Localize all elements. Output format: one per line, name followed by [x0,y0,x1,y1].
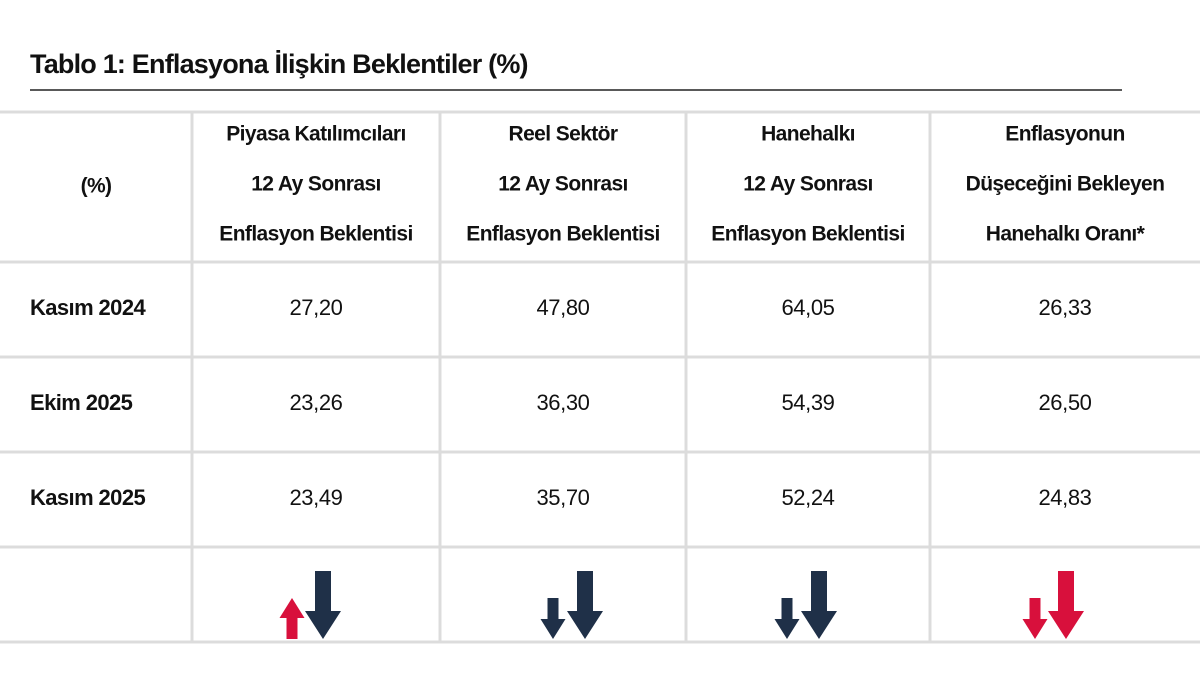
arrow-icon [305,571,341,639]
arrow-icon [540,598,566,639]
row-label: Kasım 2024 [30,295,146,320]
cell-value: 36,30 [536,390,589,415]
column-header: Hanehalkı Oranı* [986,223,1146,246]
column-header: Reel Sektör [509,123,618,146]
cell-value: 26,50 [1038,390,1091,415]
cell-value: 24,83 [1038,485,1091,510]
arrow-icon [279,598,305,639]
arrow-icon [774,598,800,639]
cell-value: 23,49 [289,485,342,510]
column-header: 12 Ay Sonrası [498,173,628,196]
cell-value: 27,20 [289,295,342,320]
row-label: Kasım 2025 [30,485,145,510]
cell-value: 35,70 [536,485,589,510]
cell-value: 26,33 [1038,295,1091,320]
table-grid [0,110,1200,644]
column-header: Enflasyon Beklentisi [466,223,659,246]
column-header: Enflasyon Beklentisi [711,223,904,246]
column-header: Enflasyonun [1005,123,1124,146]
arrow-icon [567,571,603,639]
table-title: Tablo 1: Enflasyona İlişkin Beklentiler … [30,49,528,79]
cell-value: 52,24 [781,485,834,510]
column-header: 12 Ay Sonrası [251,173,381,196]
trend-arrows [279,571,1084,639]
column-header: 12 Ay Sonrası [743,173,873,196]
cell-value: 47,80 [536,295,589,320]
arrow-icon [1022,598,1048,639]
row-label: Ekim 2025 [30,390,133,415]
column-header: Piyasa Katılımcıları [226,123,405,146]
column-header: Hanehalkı [761,123,855,146]
arrow-icon [1048,571,1084,639]
cell-value: 54,39 [781,390,834,415]
cell-value: 23,26 [289,390,342,415]
arrow-icon [801,571,837,639]
column-header: Enflasyon Beklentisi [219,223,412,246]
column-header: (%) [81,175,112,198]
column-header: Düşeceğini Bekleyen [966,173,1165,196]
cell-value: 64,05 [781,295,834,320]
